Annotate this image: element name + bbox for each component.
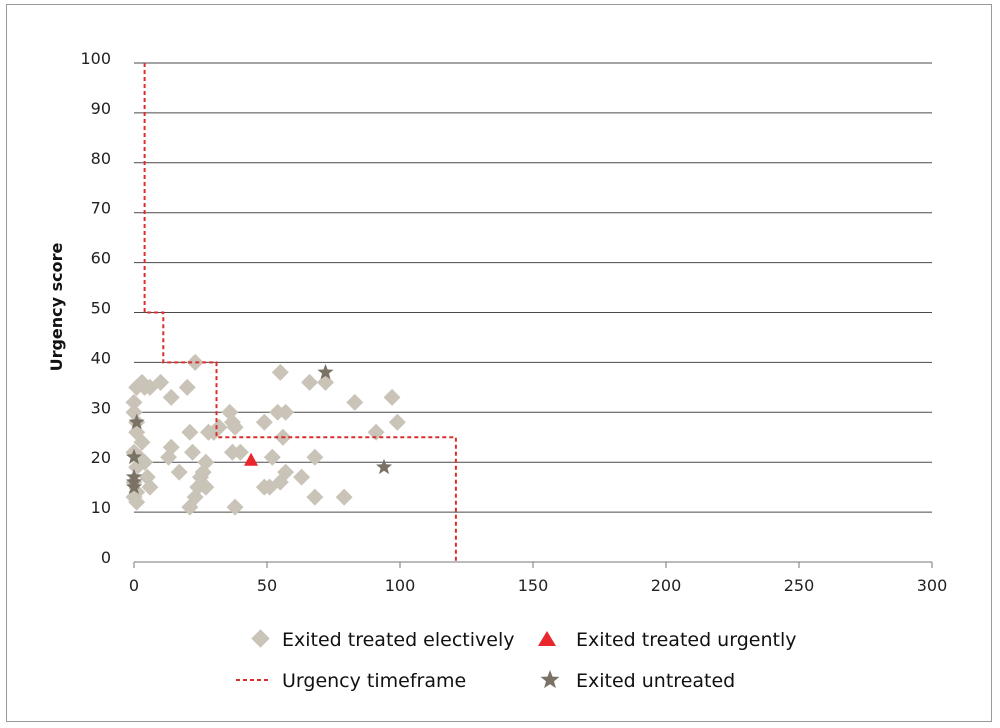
x-tick-label: 50 bbox=[257, 576, 277, 595]
data-point-elective bbox=[317, 373, 335, 391]
legend-label-urgent: Exited treated urgently bbox=[576, 629, 796, 651]
data-point-elective bbox=[162, 388, 180, 406]
data-point-elective bbox=[160, 448, 178, 466]
data-point-untreated bbox=[317, 363, 334, 380]
data-point-elective bbox=[184, 443, 202, 461]
y-axis-ticks: 0 10 20 30 40 50 60 70 80 90 100 bbox=[80, 49, 111, 567]
legend-label-elective: Exited treated electively bbox=[282, 629, 514, 651]
data-point-elective bbox=[335, 488, 353, 506]
data-point-elective bbox=[346, 393, 364, 411]
x-tick-label: 300 bbox=[917, 576, 948, 595]
legend-label-timeframe: Urgency timeframe bbox=[282, 670, 466, 692]
data-point-elective bbox=[255, 413, 273, 431]
data-point-elective bbox=[210, 418, 228, 436]
chart-frame bbox=[6, 4, 992, 722]
data-point-urgent bbox=[244, 452, 259, 466]
data-point-elective bbox=[301, 373, 319, 391]
x-tick-label: 150 bbox=[518, 576, 549, 595]
data-point-untreated bbox=[125, 478, 143, 494]
data-point-elective bbox=[231, 443, 249, 461]
series-urgency-timeframe bbox=[143, 63, 457, 562]
legend-star-icon bbox=[540, 670, 560, 689]
data-point-elective bbox=[186, 353, 204, 371]
x-tick-label: 250 bbox=[784, 576, 815, 595]
y-tick-label: 70 bbox=[91, 199, 111, 218]
data-point-elective bbox=[170, 463, 188, 481]
legend-item-timeframe: Urgency timeframe bbox=[236, 670, 466, 692]
y-tick-label: 40 bbox=[91, 348, 111, 367]
x-tick-label: 0 bbox=[129, 576, 139, 595]
data-point-elective bbox=[226, 418, 244, 436]
series-elective bbox=[125, 353, 406, 516]
y-tick-label: 80 bbox=[91, 149, 111, 168]
data-point-elective bbox=[306, 488, 324, 506]
y-tick-label: 100 bbox=[80, 49, 111, 68]
data-point-untreated bbox=[125, 448, 143, 465]
data-point-elective bbox=[141, 478, 159, 496]
legend-item-elective: Exited treated electively bbox=[251, 629, 514, 651]
x-axis-ticks: 0 50 100 150 200 250 300 bbox=[129, 562, 947, 595]
legend-item-untreated: Exited untreated bbox=[540, 670, 735, 692]
data-point-elective bbox=[277, 463, 295, 481]
y-axis-label: Urgency score bbox=[47, 242, 66, 371]
y-tick-label: 10 bbox=[91, 498, 111, 517]
legend-triangle-icon bbox=[538, 631, 556, 646]
x-tick-label: 100 bbox=[385, 576, 416, 595]
y-tick-label: 60 bbox=[91, 249, 111, 268]
data-point-untreated bbox=[128, 413, 145, 430]
legend-label-untreated: Exited untreated bbox=[576, 670, 735, 692]
data-point-elective bbox=[178, 378, 196, 396]
data-point-elective bbox=[181, 423, 199, 441]
data-point-elective bbox=[271, 363, 289, 381]
urgency-timeframe-line bbox=[143, 63, 457, 562]
data-point-elective bbox=[128, 493, 146, 511]
data-point-elective bbox=[383, 388, 401, 406]
data-point-elective bbox=[388, 413, 406, 431]
data-point-elective bbox=[152, 373, 170, 391]
series-urgent bbox=[244, 452, 259, 466]
data-point-elective bbox=[133, 433, 151, 451]
data-point-elective bbox=[277, 403, 295, 421]
data-point-elective bbox=[226, 498, 244, 516]
data-point-elective bbox=[197, 453, 215, 471]
data-point-untreated bbox=[376, 458, 393, 475]
legend-diamond-icon bbox=[251, 629, 270, 648]
series-untreated bbox=[125, 363, 393, 494]
y-tick-label: 90 bbox=[91, 99, 111, 118]
data-point-elective bbox=[263, 448, 281, 466]
data-point-elective bbox=[293, 468, 311, 486]
y-tick-label: 30 bbox=[91, 398, 111, 417]
legend-item-urgent: Exited treated urgently bbox=[538, 629, 796, 651]
data-point-elective bbox=[136, 453, 154, 471]
y-tick-label: 50 bbox=[91, 299, 111, 318]
y-tick-label: 0 bbox=[101, 548, 111, 567]
data-point-elective bbox=[306, 448, 324, 466]
gridlines bbox=[134, 62, 932, 563]
x-tick-label: 200 bbox=[651, 576, 682, 595]
y-tick-label: 20 bbox=[91, 448, 111, 467]
data-point-elective bbox=[197, 478, 215, 496]
legend: Exited treated electively Exited treated… bbox=[236, 629, 796, 692]
